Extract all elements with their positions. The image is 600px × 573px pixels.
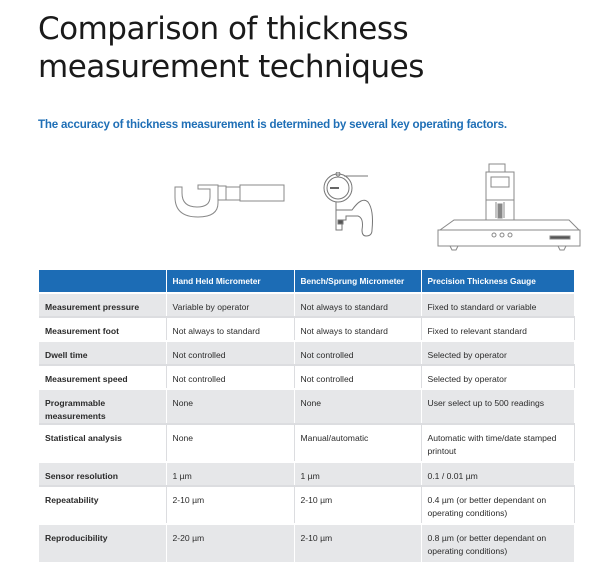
cell: Fixed to relevant standard	[421, 316, 575, 341]
row-label: Measurement pressure	[39, 292, 167, 317]
cell: 0.4 µm (or better dependant on operating…	[421, 485, 575, 524]
cell: Selected by operator	[421, 340, 575, 365]
row-label: Reproducibility	[39, 523, 167, 562]
table-row: Measurement foot Not always to standard …	[39, 316, 575, 341]
cell: Not always to standard	[294, 292, 422, 317]
cell: Fixed to standard or variable	[421, 292, 575, 317]
cell: Not always to standard	[294, 316, 422, 341]
cell: Not controlled	[294, 364, 422, 389]
cell: Selected by operator	[421, 364, 575, 389]
cell: 0.8 µm (or better dependant on operating…	[421, 523, 575, 562]
cell: Not controlled	[294, 340, 422, 365]
cell: Variable by operator	[166, 292, 295, 317]
table-row: Reproducibility 2-20 µm 2-10 µm 0.8 µm (…	[39, 523, 575, 562]
row-label: Programmable measurements	[39, 388, 167, 424]
cell: 1 µm	[166, 461, 295, 486]
cell: Automatic with time/date stamped printou…	[421, 423, 575, 462]
thickness-gauge-icon	[437, 163, 581, 251]
row-label: Sensor resolution	[39, 461, 167, 486]
title-line-1: Comparison of thickness	[38, 11, 409, 47]
cell: 0.1 / 0.01 µm	[421, 461, 575, 486]
cell: Not always to standard	[166, 316, 295, 341]
cell: None	[294, 388, 422, 424]
row-label: Repeatability	[39, 485, 167, 524]
table-row: Repeatability 2-10 µm 2-10 µm 0.4 µm (or…	[39, 485, 575, 524]
cell: 2-20 µm	[166, 523, 295, 562]
table-row: Sensor resolution 1 µm 1 µm 0.1 / 0.01 µ…	[39, 461, 575, 486]
column-header-bench-sprung: Bench/Sprung Micrometer	[294, 270, 422, 293]
table-row: Measurement pressure Variable by operato…	[39, 292, 575, 317]
cell: 2-10 µm	[294, 523, 422, 562]
comparison-table: Hand Held Micrometer Bench/Sprung Microm…	[39, 270, 575, 562]
cell: 2-10 µm	[294, 485, 422, 524]
cell: 1 µm	[294, 461, 422, 486]
cell: 2-10 µm	[166, 485, 295, 524]
cell: Not controlled	[166, 364, 295, 389]
row-label: Dwell time	[39, 340, 167, 365]
column-header-hand-held: Hand Held Micrometer	[166, 270, 295, 293]
cell: Manual/automatic	[294, 423, 422, 462]
cell: User select up to 500 readings	[421, 388, 575, 424]
cell: Not controlled	[166, 340, 295, 365]
column-header-precision-gauge: Precision Thickness Gauge	[421, 270, 575, 293]
row-label: Measurement speed	[39, 364, 167, 389]
micrometer-icon	[174, 184, 285, 218]
column-header-empty	[39, 270, 167, 293]
table-row: Measurement speed Not controlled Not con…	[39, 364, 575, 389]
table-header-row: Hand Held Micrometer Bench/Sprung Microm…	[39, 270, 575, 293]
dial-gauge-icon	[323, 172, 373, 237]
title-line-2: measurement techniques	[38, 49, 424, 85]
table-row: Programmable measurements None None User…	[39, 388, 575, 424]
cell: None	[166, 423, 295, 462]
row-label: Measurement foot	[39, 316, 167, 341]
table-row: Dwell time Not controlled Not controlled…	[39, 340, 575, 365]
row-label: Statistical analysis	[39, 423, 167, 462]
page-title: Comparison of thickness measurement tech…	[38, 10, 424, 86]
subtitle: The accuracy of thickness measurement is…	[38, 118, 507, 131]
cell: None	[166, 388, 295, 424]
table-row: Statistical analysis None Manual/automat…	[39, 423, 575, 462]
